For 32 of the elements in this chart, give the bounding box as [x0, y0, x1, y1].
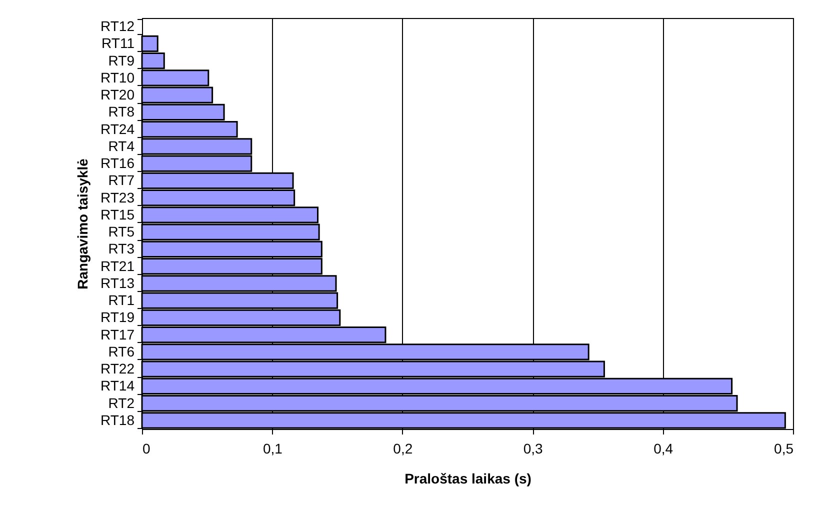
- y-tick-label: RT5: [108, 224, 135, 240]
- x-tick-label: 0: [142, 440, 150, 456]
- x-tick-label: 0,1: [262, 440, 283, 456]
- y-tick-label: RT12: [100, 18, 135, 34]
- y-tick-label: RT19: [100, 309, 135, 326]
- y-axis-title: Rangavimo taisyklė: [74, 158, 91, 290]
- y-tick-label: RT20: [100, 86, 135, 103]
- y-tick-label: RT8: [108, 104, 135, 120]
- y-tick-label: RT14: [100, 378, 135, 394]
- y-tick-label: RT3: [108, 240, 135, 257]
- y-tick-label: RT10: [100, 69, 135, 86]
- y-tick-label: RT7: [108, 172, 135, 188]
- y-tick-label: RT17: [100, 326, 135, 342]
- y-tick-label: RT9: [108, 52, 135, 68]
- y-tick-label: RT21: [100, 258, 135, 274]
- y-tick-label: RT16: [100, 155, 135, 172]
- y-tick-label: RT24: [100, 120, 135, 137]
- y-tick-label: RT11: [102, 35, 135, 52]
- y-tick-label: RT6: [108, 343, 135, 360]
- x-tick-label: 0,4: [654, 440, 674, 456]
- x-tick-label: 0,3: [523, 440, 544, 456]
- x-tick-label: 0,5: [774, 440, 794, 456]
- y-tick-label: RT2: [108, 394, 135, 411]
- y-tick-label: RT13: [100, 274, 135, 291]
- y-tick-label: RT22: [100, 360, 135, 377]
- x-axis-title: Praloštas laikas (s): [404, 470, 532, 486]
- y-tick-label: RT15: [100, 206, 135, 222]
- y-tick-label: RT23: [100, 189, 135, 206]
- x-tick-label: 0,2: [393, 440, 413, 456]
- y-tick-label: RT18: [100, 412, 135, 428]
- y-tick-label: RT1: [108, 292, 135, 308]
- y-tick-label: RT4: [108, 138, 135, 154]
